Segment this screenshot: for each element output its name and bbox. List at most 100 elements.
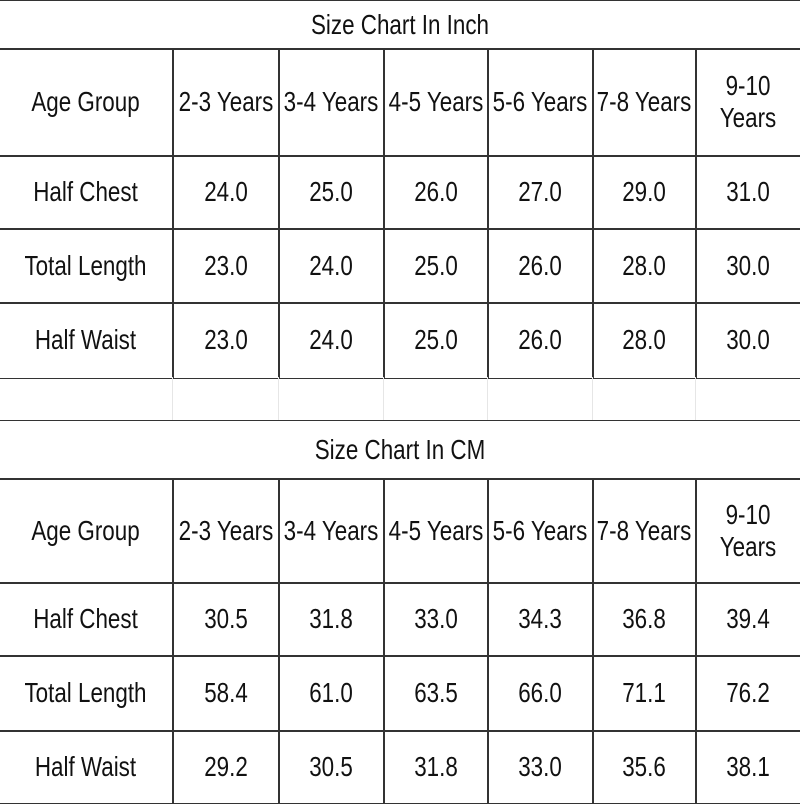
value-cell: 76.2: [695, 655, 800, 732]
value-cell: 33.0: [383, 582, 489, 657]
header-cell: 9-10 Years: [695, 48, 800, 157]
value-cell-text: 28.0: [622, 324, 667, 356]
value-cell: 24.0: [278, 302, 385, 379]
header-cell-text: 9-10 Years: [720, 70, 777, 134]
value-cell: 30.5: [278, 730, 385, 804]
row-label: Half Chest: [0, 582, 174, 657]
value-cell-text: 25.0: [309, 176, 354, 208]
value-cell-text: 28.0: [622, 249, 667, 281]
table-title: Size Chart In Inch: [0, 0, 800, 50]
value-cell-text: 33.0: [518, 750, 563, 782]
value-cell-text: 36.8: [622, 603, 667, 635]
value-cell: 35.6: [592, 730, 697, 804]
value-cell-text: 29.2: [203, 750, 248, 782]
value-cell: 36.8: [592, 582, 697, 657]
value-cell: 31.0: [695, 155, 800, 230]
value-cell: 28.0: [592, 302, 697, 379]
header-cell: 7-8 Years: [592, 478, 697, 584]
header-cell-text: 2-3 Years: [178, 86, 274, 118]
value-cell: 33.0: [487, 730, 594, 804]
value-cell-text: 71.1: [622, 677, 667, 709]
value-cell: 30.0: [695, 302, 800, 379]
header-cell-text: 4-5 Years: [388, 86, 484, 118]
value-cell: 31.8: [383, 730, 489, 804]
value-cell-text: 26.0: [413, 176, 458, 208]
value-cell: 61.0: [278, 655, 385, 732]
gap-line: [487, 377, 488, 420]
value-cell: 23.0: [172, 302, 280, 379]
value-cell: 23.0: [172, 228, 280, 304]
value-cell: 24.0: [278, 228, 385, 304]
row-label-text: Half Chest: [33, 176, 139, 208]
row-label: Half Chest: [0, 155, 174, 230]
value-cell: 66.0: [487, 655, 594, 732]
row-label: Total Length: [0, 228, 174, 304]
header-cell-text: Age Group: [31, 514, 140, 546]
value-cell: 38.1: [695, 730, 800, 804]
header-cell-text: 9-10 Years: [720, 498, 777, 562]
header-cell-text: 4-5 Years: [388, 514, 484, 546]
header-cell: 3-4 Years: [278, 48, 385, 157]
header-cell-text: 7-8 Years: [596, 86, 692, 118]
header-cell-text: 3-4 Years: [283, 514, 379, 546]
value-cell: 58.4: [172, 655, 280, 732]
row-label-text: Half Chest: [33, 603, 139, 635]
row-label-text: Total Length: [24, 249, 147, 281]
gap-line: [172, 377, 173, 420]
header-cell-text: Age Group: [31, 86, 140, 118]
table-title-text: Size Chart In Inch: [311, 8, 490, 40]
value-cell: 30.0: [695, 228, 800, 304]
value-cell-text: 24.0: [203, 176, 248, 208]
row-label: Half Waist: [0, 302, 174, 379]
value-cell: 28.0: [592, 228, 697, 304]
value-cell: 27.0: [487, 155, 594, 230]
gap-line: [592, 377, 593, 420]
table-title-text: Size Chart In CM: [314, 433, 486, 465]
value-cell: 25.0: [383, 302, 489, 379]
value-cell-text: 66.0: [518, 677, 563, 709]
value-cell: 26.0: [383, 155, 489, 230]
value-cell: 34.3: [487, 582, 594, 657]
value-cell-text: 39.4: [726, 603, 771, 635]
value-cell-text: 30.5: [203, 603, 248, 635]
value-cell-text: 61.0: [309, 677, 354, 709]
header-cell: 2-3 Years: [172, 48, 280, 157]
header-cell: 3-4 Years: [278, 478, 385, 584]
header-cell-text: 2-3 Years: [178, 514, 274, 546]
header-cell: 5-6 Years: [487, 478, 594, 584]
value-cell-text: 31.8: [413, 750, 458, 782]
header-cell-text: 5-6 Years: [492, 514, 588, 546]
header-cell: 4-5 Years: [383, 478, 489, 584]
value-cell: 29.2: [172, 730, 280, 804]
value-cell-text: 25.0: [413, 324, 458, 356]
value-cell: 25.0: [383, 228, 489, 304]
value-cell-text: 26.0: [518, 324, 563, 356]
value-cell-text: 31.8: [309, 603, 354, 635]
row-label: Total Length: [0, 655, 174, 732]
header-cell: 4-5 Years: [383, 48, 489, 157]
header-cell: Age Group: [0, 48, 174, 157]
header-cell: 2-3 Years: [172, 478, 280, 584]
row-label-text: Half Waist: [35, 324, 137, 356]
value-cell: 71.1: [592, 655, 697, 732]
value-cell-text: 30.0: [726, 324, 771, 356]
value-cell-text: 24.0: [309, 249, 354, 281]
gap-line: [383, 377, 384, 420]
value-cell-text: 35.6: [622, 750, 667, 782]
value-cell-text: 30.0: [726, 249, 771, 281]
value-cell-text: 24.0: [309, 324, 354, 356]
value-cell-text: 29.0: [622, 176, 667, 208]
header-cell-text: 3-4 Years: [283, 86, 379, 118]
value-cell-text: 38.1: [726, 750, 771, 782]
header-cell-text: 7-8 Years: [596, 514, 692, 546]
row-label-text: Half Waist: [35, 750, 137, 782]
header-cell: 9-10 Years: [695, 478, 800, 584]
value-cell: 25.0: [278, 155, 385, 230]
value-cell-text: 23.0: [203, 249, 248, 281]
value-cell: 29.0: [592, 155, 697, 230]
row-label-text: Total Length: [24, 677, 147, 709]
gap-line: [695, 377, 696, 420]
value-cell: 30.5: [172, 582, 280, 657]
value-cell-text: 33.0: [413, 603, 458, 635]
